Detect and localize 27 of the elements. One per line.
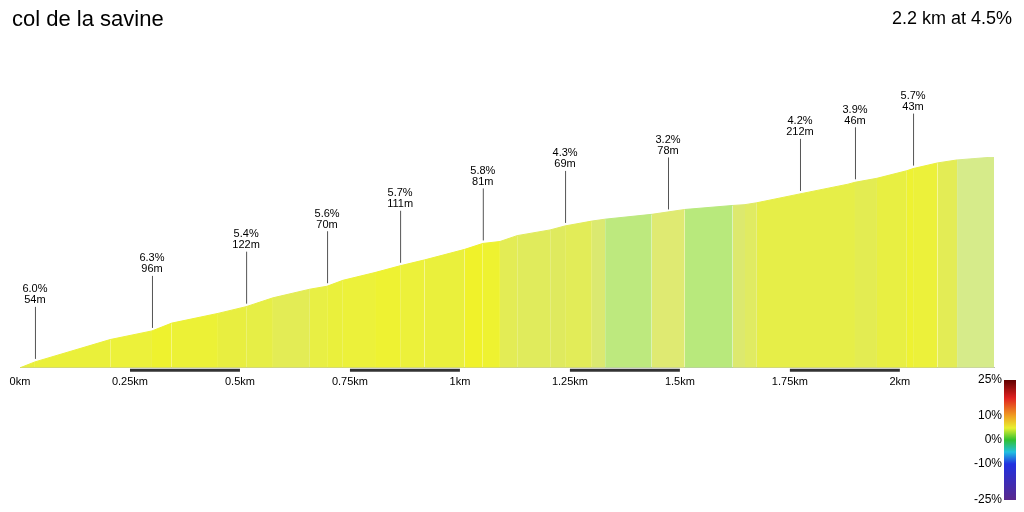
x-tick-label: 0.5km [224,375,255,388]
color-bar-label: 25% [977,372,1003,387]
annotation: 5.7% 111m [387,186,414,210]
annotation: 5.4% 122m [232,227,260,251]
annotation: 5.8% 81m [470,163,496,187]
color-bar-label: -10% [973,456,1003,471]
annotation: 4.2% 212m [786,114,814,138]
annotation: 5.7% 43m [900,89,926,113]
x-tick-label: 1.25km [551,375,588,388]
x-tick-label: 1km [449,375,471,388]
x-tick-label: 0km [9,375,31,388]
annotation: 6.3% 96m [139,251,165,275]
x-tick-label: 0.75km [331,375,368,388]
color-bar-label: 10% [977,408,1003,423]
x-tick-label: 1.75km [771,375,808,388]
x-tick-label: 2km [889,375,911,388]
annotation: 3.9% 46m [842,102,868,126]
chart-title: col de la savine [12,6,164,32]
chart-subtitle: 2.2 km at 4.5% [891,8,1012,29]
x-tick-label: 0.25km [111,375,149,388]
annotation: 6.0% 54m [22,282,48,306]
annotation: 4.3% 69m [552,146,578,170]
color-bar-label: 0% [984,432,1003,447]
color-bar-label: -25% [973,492,1003,507]
annotation: 5.6% 70m [314,206,340,230]
x-tick-label: 1.5km [664,375,695,388]
annotation: 3.2% 78m [655,132,681,156]
